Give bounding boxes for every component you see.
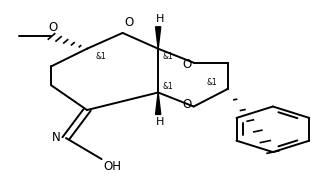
Text: &1: &1 <box>163 82 174 91</box>
Polygon shape <box>156 93 161 114</box>
Text: H: H <box>156 117 164 127</box>
Text: H: H <box>156 14 164 24</box>
Polygon shape <box>156 27 161 49</box>
Text: &1: &1 <box>163 52 174 61</box>
Text: O: O <box>183 98 192 111</box>
Text: N: N <box>52 131 60 144</box>
Text: O: O <box>124 15 133 28</box>
Text: O: O <box>183 58 192 71</box>
Text: O: O <box>49 21 58 34</box>
Text: &1: &1 <box>207 78 217 87</box>
Text: &1: &1 <box>95 52 106 61</box>
Text: OH: OH <box>103 160 121 173</box>
